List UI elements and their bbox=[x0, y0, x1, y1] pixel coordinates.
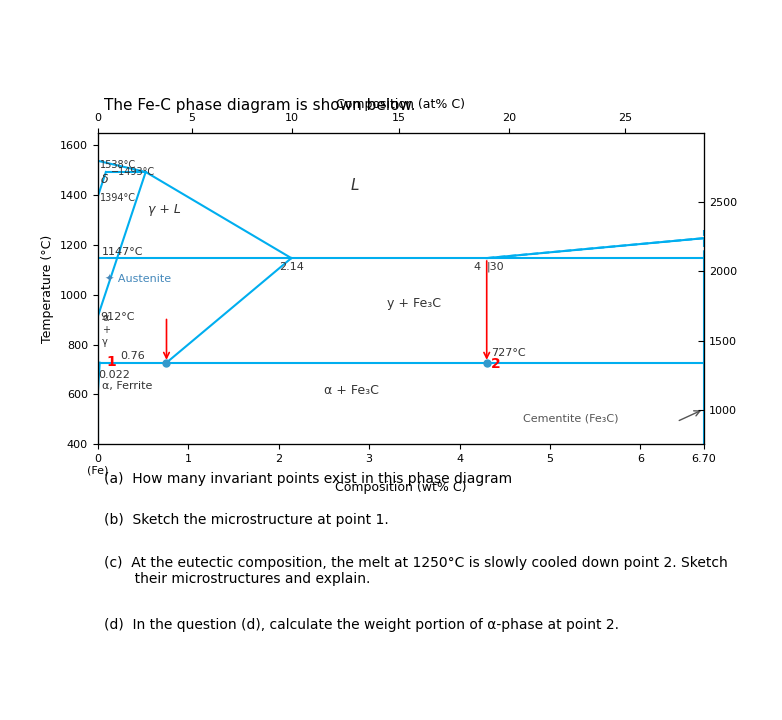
Text: (a)  How many invariant points exist in this phase diagram: (a) How many invariant points exist in t… bbox=[104, 472, 512, 486]
Text: −1493°C: −1493°C bbox=[111, 167, 156, 177]
Text: 1538°C: 1538°C bbox=[99, 160, 136, 170]
Text: α
+
γ: α + γ bbox=[102, 313, 110, 346]
Text: 0.76: 0.76 bbox=[120, 351, 145, 361]
Text: α, Ferrite: α, Ferrite bbox=[102, 382, 152, 391]
Text: 1147°C: 1147°C bbox=[102, 247, 144, 257]
Text: 1394°C: 1394°C bbox=[99, 194, 135, 203]
Y-axis label: Temperature (°C): Temperature (°C) bbox=[41, 235, 54, 343]
Text: γ + L: γ + L bbox=[148, 202, 181, 215]
X-axis label: Composition (wt% C): Composition (wt% C) bbox=[335, 481, 467, 494]
Text: 2.14: 2.14 bbox=[278, 262, 303, 272]
Text: L: L bbox=[351, 178, 360, 193]
Text: (d)  In the question (d), calculate the weight portion of α-phase at point 2.: (d) In the question (d), calculate the w… bbox=[104, 618, 619, 632]
Text: (c)  At the eutectic composition, the melt at 1250°C is slowly cooled down point: (c) At the eutectic composition, the mel… bbox=[104, 557, 727, 587]
Text: 912°C: 912°C bbox=[100, 312, 135, 322]
Text: 1: 1 bbox=[107, 355, 117, 369]
Text: |30: |30 bbox=[486, 262, 504, 272]
Text: 727°C: 727°C bbox=[491, 348, 526, 358]
Text: α + Fe₃C: α + Fe₃C bbox=[324, 384, 378, 397]
Text: δ: δ bbox=[100, 173, 108, 186]
X-axis label: Composition (at% C): Composition (at% C) bbox=[336, 98, 465, 111]
Text: 0.022: 0.022 bbox=[99, 370, 131, 380]
Text: (b)  Sketch the microstructure at point 1.: (b) Sketch the microstructure at point 1… bbox=[104, 513, 389, 527]
Text: 2: 2 bbox=[491, 357, 501, 371]
Text: ✦ Austenite: ✦ Austenite bbox=[105, 274, 171, 284]
Text: Cementite (Fe₃C): Cementite (Fe₃C) bbox=[523, 414, 619, 423]
Text: y + Fe₃C: y + Fe₃C bbox=[387, 297, 441, 310]
Text: The Fe-C phase diagram is shown below.: The Fe-C phase diagram is shown below. bbox=[104, 98, 415, 112]
Text: 4: 4 bbox=[473, 262, 480, 272]
